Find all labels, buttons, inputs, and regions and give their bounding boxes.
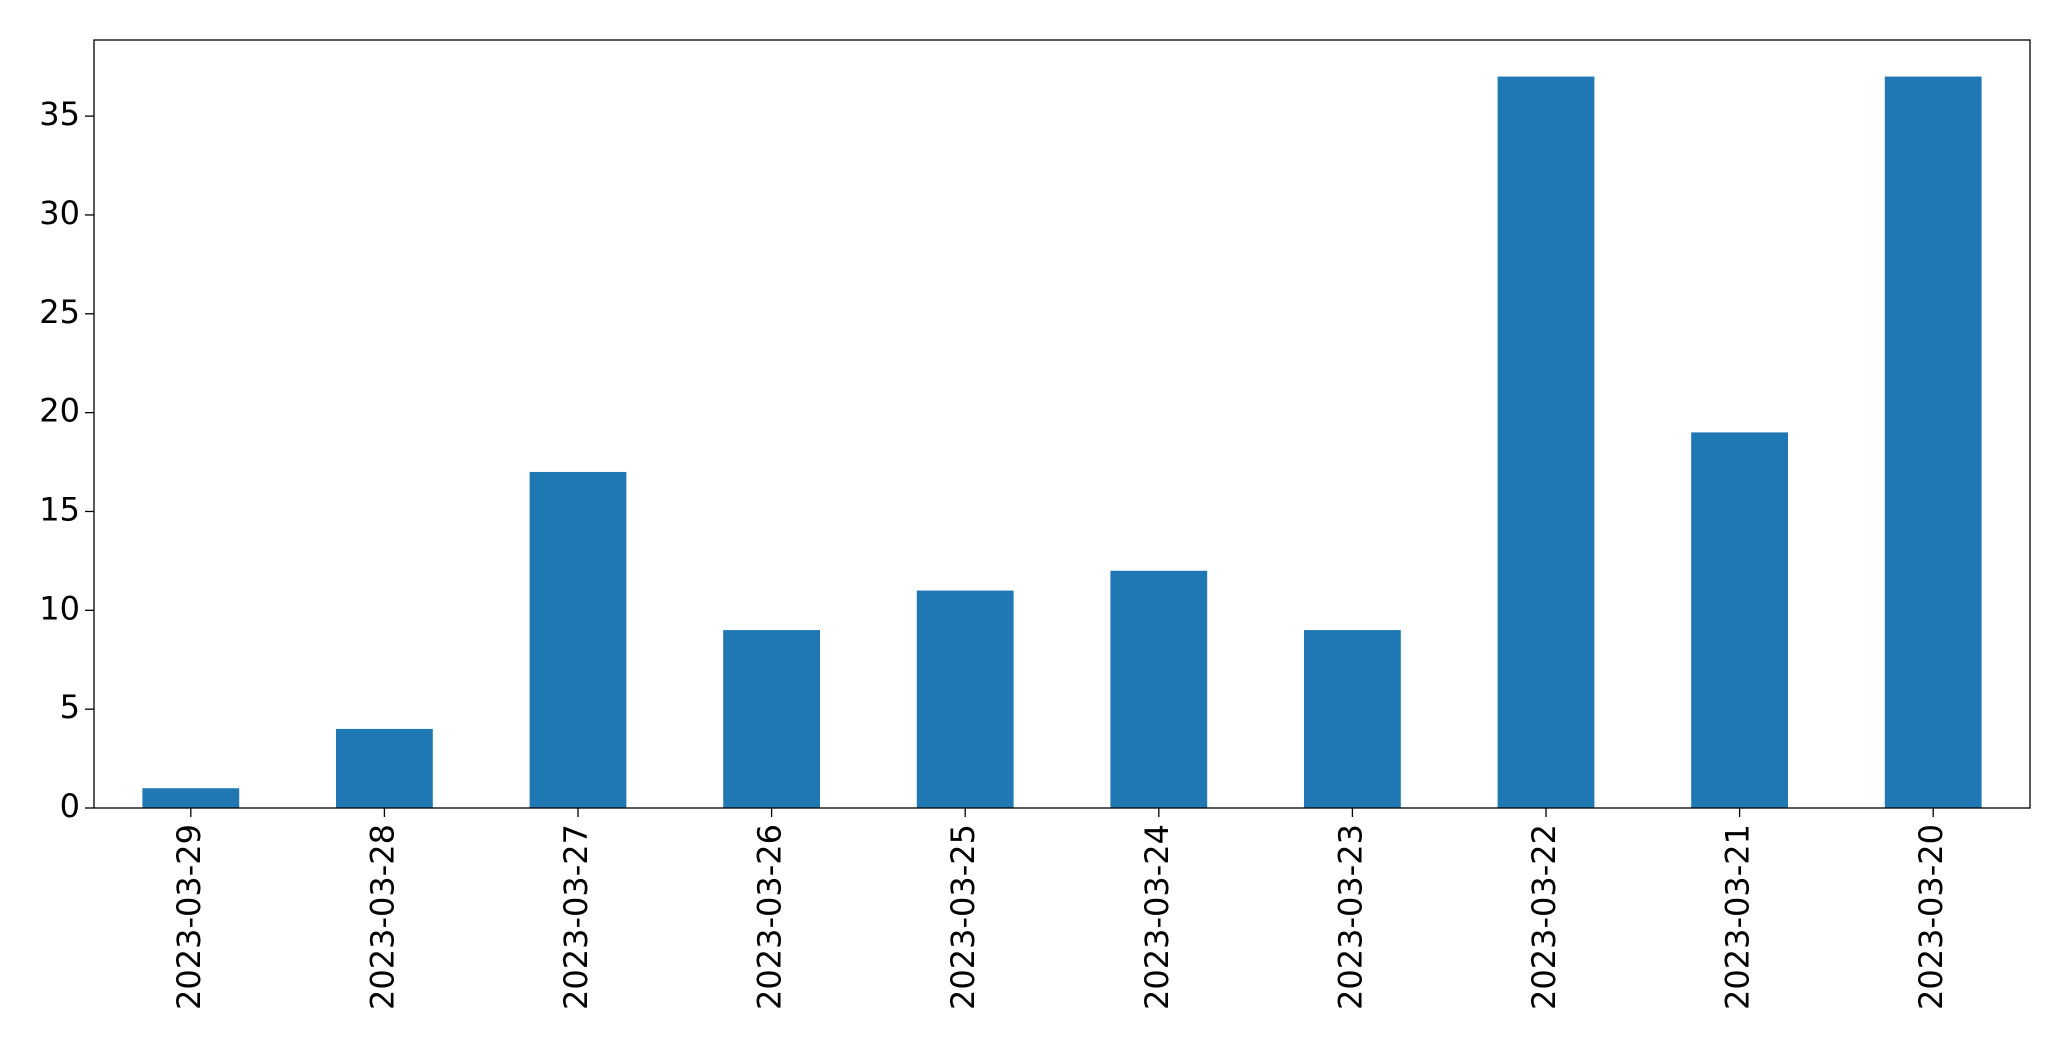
y-tick-label: 15 [39, 490, 80, 528]
y-tick-label: 30 [39, 194, 80, 232]
x-tick-label: 2023-03-27 [557, 824, 595, 1010]
y-tick-label: 20 [39, 392, 80, 430]
bar [916, 590, 1014, 808]
x-tick-label: 2023-03-22 [1525, 824, 1563, 1010]
y-tick-label: 10 [39, 589, 80, 627]
y-tick-label: 5 [60, 688, 80, 726]
x-tick-label: 2023-03-20 [1912, 824, 1950, 1010]
bar [142, 788, 240, 808]
bar [1304, 630, 1401, 808]
x-tick-label: 2023-03-29 [170, 824, 208, 1010]
bar [1691, 432, 1788, 808]
x-tick-label: 2023-03-24 [1138, 824, 1176, 1010]
bar [336, 728, 433, 808]
y-tick-label: 35 [39, 95, 80, 133]
bar [1884, 76, 1982, 809]
x-tick-label: 2023-03-25 [944, 824, 982, 1010]
bar [1110, 570, 1208, 808]
bar [529, 471, 627, 808]
plot-frame [93, 39, 2031, 809]
x-tick-label: 2023-03-28 [363, 824, 401, 1010]
x-tick-label: 2023-03-21 [1719, 824, 1757, 1010]
y-tick-label: 0 [60, 787, 80, 825]
x-tick-label: 2023-03-26 [751, 824, 789, 1010]
bar [1497, 76, 1595, 809]
x-tick-label: 2023-03-23 [1331, 824, 1369, 1010]
y-tick-label: 25 [39, 293, 80, 331]
bar [723, 630, 820, 808]
